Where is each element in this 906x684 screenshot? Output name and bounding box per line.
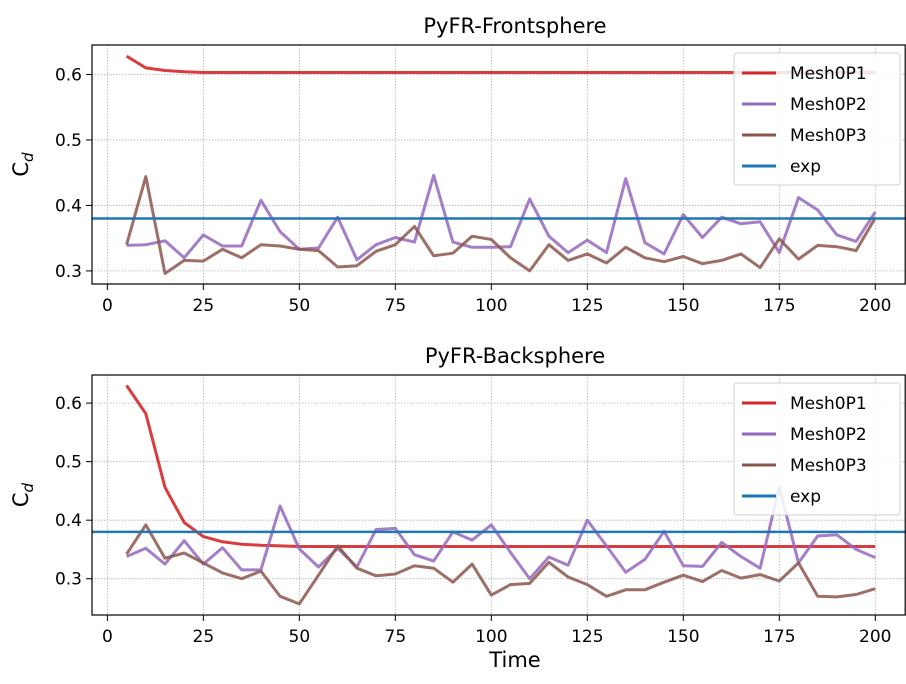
- x-tick-label: 75: [385, 296, 407, 316]
- x-tick-label: 25: [193, 296, 215, 316]
- y-axis-label-main: C: [9, 162, 33, 177]
- legend: Mesh0P1 Mesh0P2 Mesh0P3 exp: [733, 382, 901, 516]
- x-axis-label: Time: [488, 648, 540, 672]
- y-tick-label: 0.3: [55, 262, 82, 282]
- series-line-mesh0p2: [126, 485, 876, 581]
- legend-box: [733, 382, 901, 516]
- legend-label: Mesh0P2: [790, 425, 867, 445]
- legend-box: [733, 52, 901, 186]
- x-tick-label: 50: [289, 627, 311, 647]
- x-tick-label: 125: [571, 296, 603, 316]
- series-line-mesh0p1: [125, 384, 876, 548]
- x-tick-label: 0: [102, 296, 113, 316]
- y-tick-label: 0.3: [55, 570, 82, 590]
- y-axis-label-subscript: d: [19, 482, 37, 492]
- legend-label: Mesh0P3: [790, 456, 867, 476]
- chart-backsphere: PyFR-Backsphere Cd Time 0 25 50 75 100 125 150…: [9, 344, 906, 672]
- x-tick-label: 200: [859, 296, 891, 316]
- x-tick-label: 150: [667, 627, 699, 647]
- y-axis-label-subscript: d: [19, 152, 37, 162]
- legend-label: Mesh0P2: [790, 95, 867, 115]
- y-tick-label: 0.4: [55, 196, 82, 216]
- y-tick-label: 0.6: [55, 65, 82, 85]
- x-tick-label: 175: [763, 627, 795, 647]
- y-tick-label: 0.6: [55, 394, 82, 414]
- series-line-mesh0p3: [125, 523, 876, 606]
- legend-label: Mesh0P3: [790, 126, 867, 146]
- y-axis-label: Cd: [9, 482, 37, 507]
- plot-frame: [91, 374, 906, 616]
- legend-label: Mesh0P1: [790, 64, 867, 84]
- x-tick-label: 25: [193, 627, 215, 647]
- x-tick-label: 200: [859, 627, 891, 647]
- y-tick-label: 0.4: [55, 511, 82, 531]
- chart-title: PyFR-Frontsphere: [423, 14, 606, 38]
- x-tick-label: 125: [571, 627, 603, 647]
- plot-frame: [91, 44, 906, 285]
- x-tick-label: 150: [667, 296, 699, 316]
- legend-label: exp: [790, 157, 821, 177]
- x-tick-label: 100: [475, 296, 507, 316]
- chart-frontsphere: PyFR-Frontsphere Cd 0 25 50 75 100 125 150 175 2…: [9, 14, 906, 316]
- y-tick-label: 0.5: [55, 131, 82, 151]
- legend-label: exp: [790, 487, 821, 507]
- chart-title: PyFR-Backsphere: [425, 344, 605, 368]
- y-tick-label: 0.5: [55, 453, 82, 473]
- x-tick-label: 75: [385, 627, 407, 647]
- x-tick-label: 50: [289, 296, 311, 316]
- legend: Mesh0P1 Mesh0P2 Mesh0P3 exp: [733, 52, 901, 186]
- y-axis-label-main: C: [9, 492, 33, 507]
- y-axis-label: Cd: [9, 152, 37, 177]
- series-line-mesh0p3: [125, 175, 877, 275]
- x-tick-label: 100: [475, 627, 507, 647]
- x-tick-label: 175: [763, 296, 795, 316]
- x-tick-label: 0: [102, 627, 113, 647]
- legend-label: Mesh0P1: [790, 394, 867, 414]
